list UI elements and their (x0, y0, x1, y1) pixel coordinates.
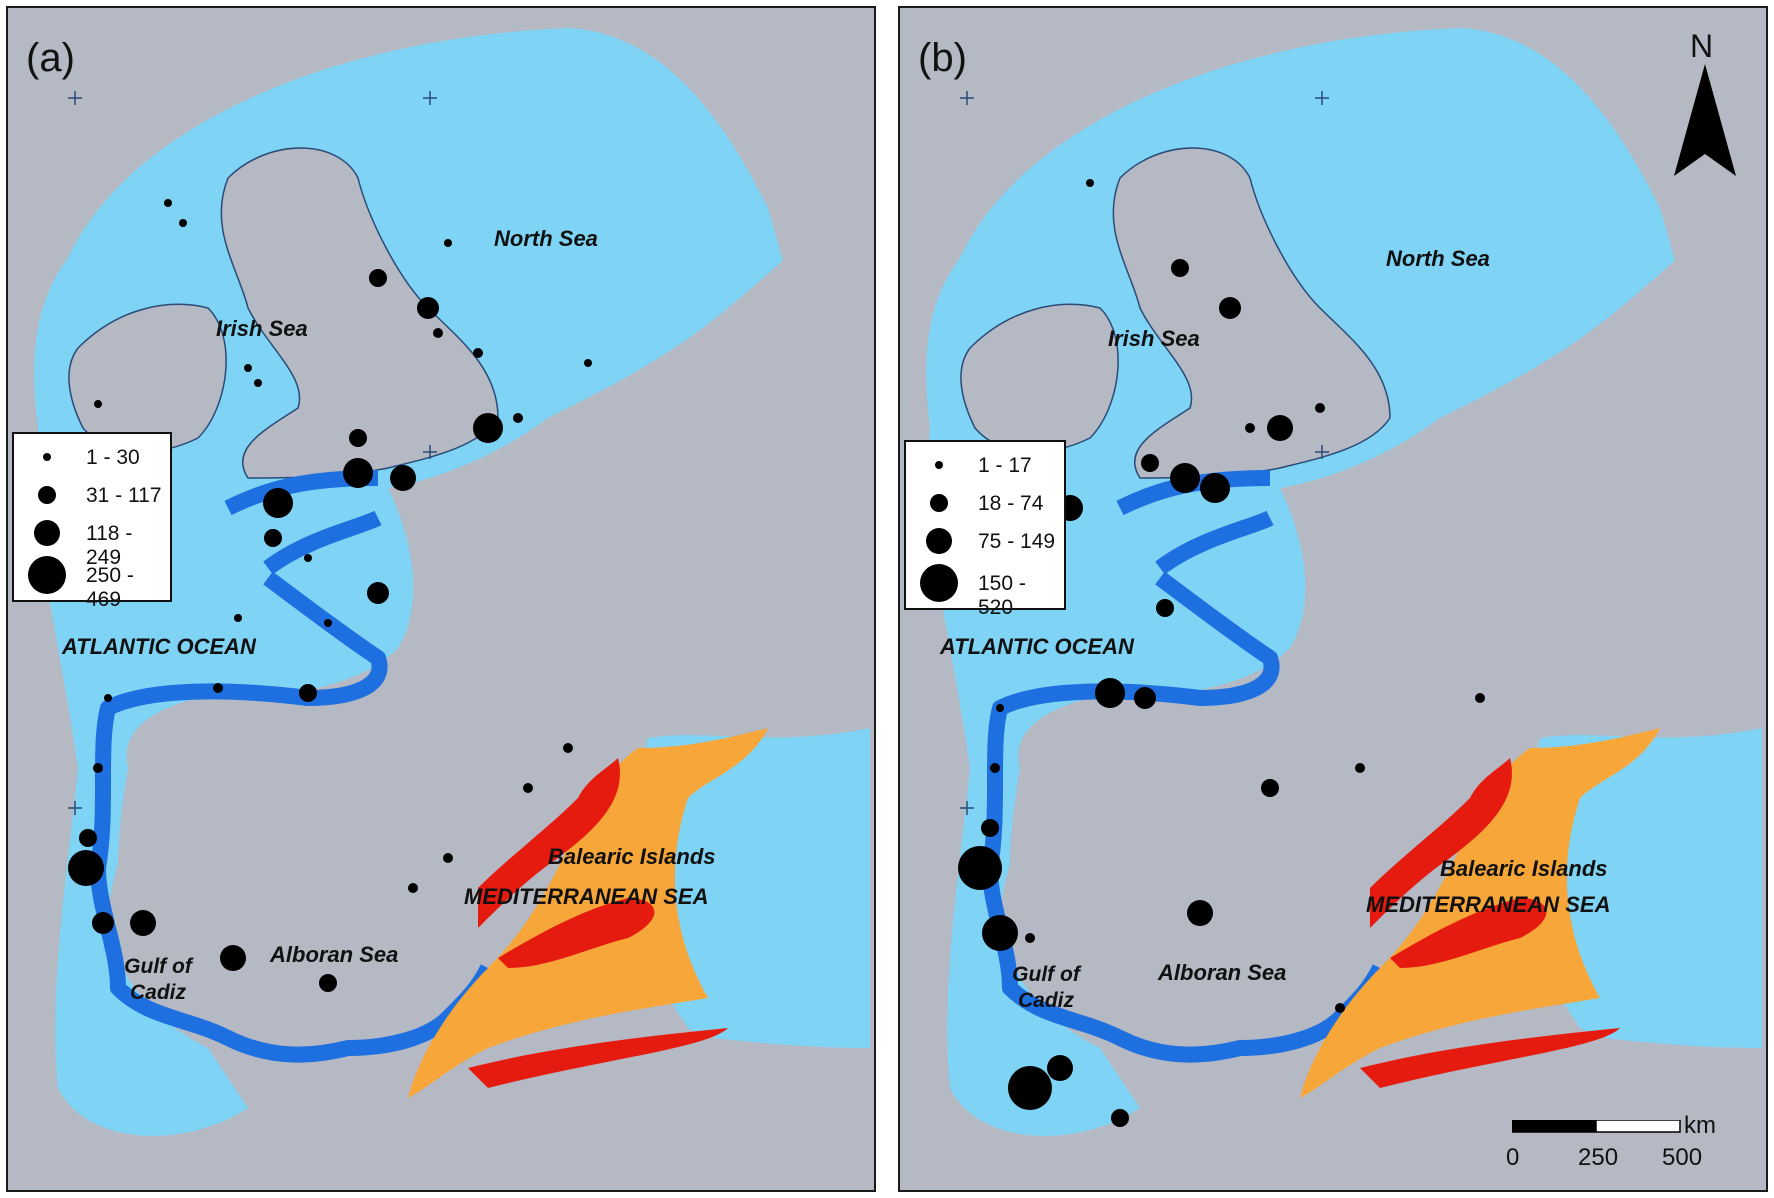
north-arrow: N (1670, 28, 1740, 178)
map-canvas-b (926, 8, 1762, 1190)
legend-row: 118 - 249 (14, 514, 170, 569)
legend-a: 1 - 30 31 - 117 118 - 249 250 - 469 (12, 432, 172, 611)
legend-symbol (28, 556, 66, 594)
north-label: N (1690, 28, 1714, 64)
land-britain (1112, 147, 1391, 479)
land-ireland (960, 303, 1119, 453)
label-gulf-of-cadiz: Gulf of Cadiz (108, 954, 208, 1006)
legend-label: 75 - 149 (978, 530, 1056, 553)
north-arrow-icon (1674, 64, 1736, 176)
map-panel-a: (a) North Sea Irish Sea ATLANTIC OCEAN B… (6, 6, 876, 1192)
legend-row: 31 - 117 (14, 476, 170, 516)
legend-symbol (920, 564, 958, 602)
scale-tick: 500 (1662, 1144, 1703, 1171)
label-irish-sea: Irish Sea (216, 316, 308, 341)
legend-symbol (926, 528, 952, 554)
scale-bar: km 0 250 500 (1490, 1112, 1750, 1190)
land-continent (1010, 188, 1762, 1048)
scale-bar-graphic (1512, 1120, 1681, 1133)
label-alboran-sea: Alboran Sea (270, 942, 399, 967)
graticule (960, 91, 1329, 815)
legend-row: 18 - 74 (906, 484, 1064, 524)
map-canvas-a (34, 8, 870, 1190)
label-gulf-line2: Cadiz (1017, 989, 1074, 1012)
label-atlantic-ocean: ATLANTIC OCEAN (62, 634, 256, 659)
graticule (68, 91, 437, 815)
legend-row: 1 - 30 (14, 438, 170, 478)
occurrence-points (958, 179, 1485, 1127)
sea-area (34, 28, 788, 1136)
legend-symbol (930, 494, 948, 512)
panel-label: (a) (26, 36, 75, 80)
label-gulf-line1: Gulf of (1012, 963, 1080, 986)
label-balearic-islands: Balearic Islands (548, 844, 716, 869)
label-gulf-line1: Gulf of (124, 955, 192, 978)
legend-row: 1 - 17 (906, 446, 1064, 486)
legend-label: 18 - 74 (978, 492, 1044, 515)
legend-row: 250 - 469 (14, 554, 170, 611)
sea-area (926, 28, 1680, 1136)
land-africa (1141, 1028, 1762, 1190)
label-alboran-sea: Alboran Sea (1158, 960, 1287, 985)
med-zone-red (498, 898, 655, 968)
label-mediterranean-sea: MEDITERRANEAN SEA (1366, 892, 1611, 917)
label-atlantic-ocean: ATLANTIC OCEAN (940, 634, 1134, 659)
scale-tick: 0 (1506, 1144, 1520, 1171)
med-zone-red (468, 1028, 728, 1088)
map-panel-b: (b) N North Sea Irish Sea ATLANTIC OCEAN… (898, 6, 1768, 1192)
legend-label: 31 - 117 (86, 484, 162, 507)
med-zone-red (1390, 898, 1547, 968)
med-zone-red (1370, 758, 1512, 928)
land-scandinavia (648, 8, 870, 168)
legend-symbol (935, 461, 943, 469)
land-continent (118, 188, 870, 1048)
land-ireland (68, 303, 227, 453)
scale-unit: km (1684, 1112, 1716, 1139)
land-britain (220, 147, 499, 479)
label-north-sea: North Sea (1386, 246, 1490, 271)
med-zone-red (478, 758, 620, 928)
label-north-sea: North Sea (494, 226, 598, 251)
land-africa (249, 1028, 870, 1190)
legend-row: 150 - 520 (906, 562, 1064, 619)
label-gulf-line2: Cadiz (129, 981, 186, 1004)
label-mediterranean-sea: MEDITERRANEAN SEA (464, 884, 709, 909)
legend-label: 118 - 249 (86, 522, 133, 569)
legend-label: 1 - 17 (978, 454, 1032, 477)
legend-symbol (38, 486, 56, 504)
legend-label: 150 - 520 (978, 572, 1026, 619)
legend-label: 1 - 30 (86, 446, 140, 469)
label-irish-sea: Irish Sea (1108, 326, 1200, 351)
legend-symbol (43, 453, 51, 461)
legend-b: 1 - 17 18 - 74 75 - 149 150 - 520 (904, 440, 1066, 619)
scale-tick: 250 (1578, 1144, 1619, 1171)
occurrence-points (68, 199, 592, 992)
panel-label: (b) (918, 36, 967, 80)
legend-label: 250 - 469 (86, 564, 134, 611)
legend-row: 75 - 149 (906, 522, 1064, 562)
legend-symbol (34, 520, 60, 546)
label-gulf-of-cadiz: Gulf of Cadiz (996, 962, 1096, 1014)
med-zone-red (1360, 1028, 1620, 1088)
label-balearic-islands: Balearic Islands (1440, 856, 1608, 881)
